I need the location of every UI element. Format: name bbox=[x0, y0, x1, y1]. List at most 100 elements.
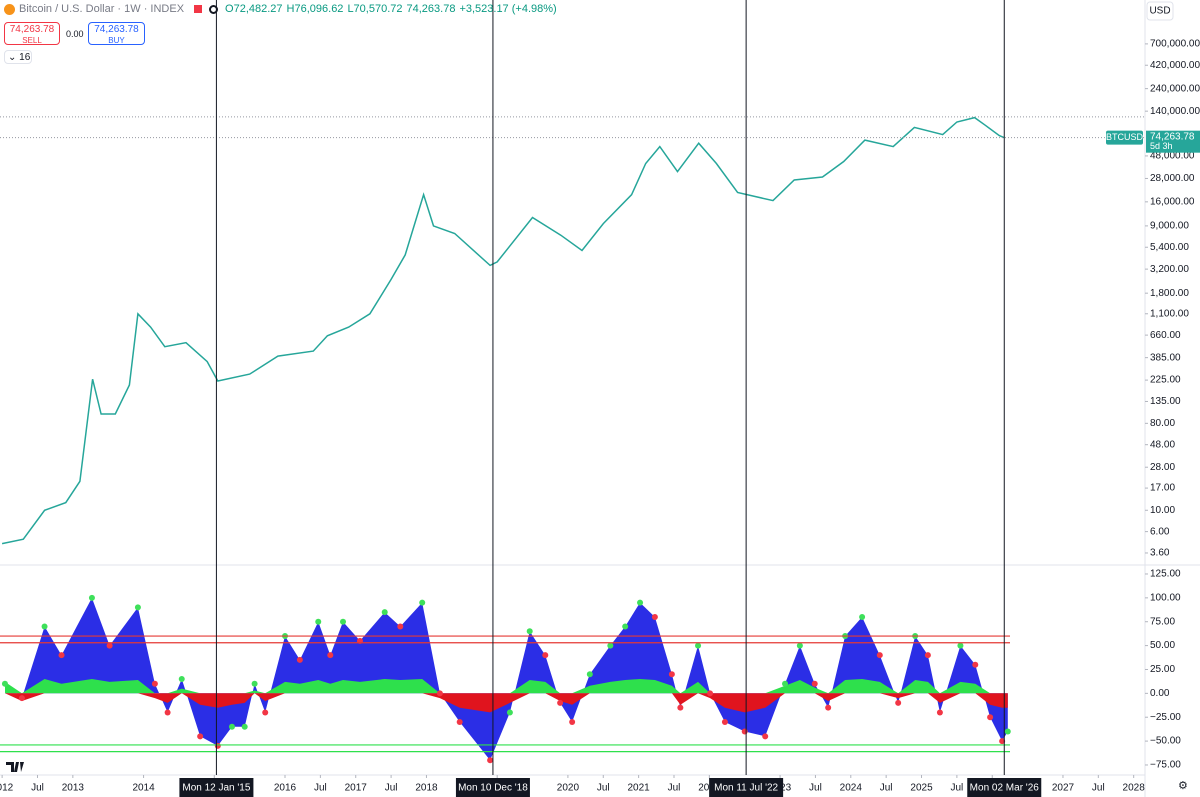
settings-icon[interactable]: ⚙ bbox=[1178, 780, 1188, 792]
currency: USD bbox=[1149, 6, 1170, 17]
x-tick-label: 2016 bbox=[274, 783, 297, 794]
crosshair-label-bg bbox=[455, 778, 530, 797]
oscillator-dot bbox=[957, 642, 964, 649]
y-tick-label: 125.00 bbox=[1150, 569, 1181, 580]
high: H76,096.62 bbox=[286, 3, 344, 15]
currency-box[interactable] bbox=[1146, 1, 1174, 21]
y-tick-label: 48,000.00 bbox=[1150, 151, 1195, 162]
oscillator-dot bbox=[41, 623, 48, 630]
y-tick-label: 17.00 bbox=[1150, 483, 1175, 494]
oscillator-dot bbox=[340, 618, 347, 625]
oscillator-dot bbox=[262, 709, 269, 716]
oscillator-dot bbox=[18, 695, 25, 702]
crosshair-label: Mon 10 Dec '18 bbox=[458, 783, 528, 794]
oscillator-dot bbox=[569, 718, 576, 725]
y-tick-label: 135.00 bbox=[1150, 396, 1181, 407]
oscillator-dot bbox=[58, 652, 65, 659]
oscillator-area bbox=[5, 679, 1008, 694]
oscillator-dot bbox=[895, 699, 902, 706]
flag[interactable] bbox=[194, 5, 203, 13]
crosshair-label-bg bbox=[709, 778, 784, 797]
x-tick-label: Jul bbox=[385, 783, 398, 794]
sell-button[interactable]: 74,263.78 SELL bbox=[4, 22, 60, 45]
oscillator-dot bbox=[1004, 728, 1011, 735]
oscillator-dot bbox=[987, 714, 994, 721]
oscillator-area bbox=[5, 693, 1008, 713]
oscillator-dot bbox=[622, 623, 629, 630]
y-tick-label: 660.00 bbox=[1150, 330, 1181, 341]
x-tick-label: Jul bbox=[668, 783, 681, 794]
x-tick-label: 2028 bbox=[1123, 783, 1146, 794]
y-tick-label: −25.00 bbox=[1150, 712, 1181, 723]
x-tick-label: 2012 bbox=[0, 783, 14, 794]
y-tick-label: 28.00 bbox=[1150, 462, 1175, 473]
x-tick-label: 2017 bbox=[345, 783, 368, 794]
y-tick-label: 420,000.00 bbox=[1150, 60, 1200, 71]
oscillator-dot bbox=[436, 690, 443, 697]
y-tick-label: 100.00 bbox=[1150, 592, 1181, 603]
y-tick-label: 140,000.00 bbox=[1150, 106, 1200, 117]
y-tick-label: 6.00 bbox=[1150, 526, 1170, 537]
y-tick-label: 0.00 bbox=[1150, 688, 1170, 699]
tv-logo bbox=[6, 762, 24, 772]
oscillator-dot bbox=[106, 642, 113, 649]
buy-button[interactable]: 74,263.78 BUY bbox=[88, 22, 145, 45]
oscillator-dot bbox=[456, 718, 463, 725]
y-tick-label: 10.00 bbox=[1150, 505, 1175, 516]
crosshair-label: Mon 12 Jan '15 bbox=[182, 783, 251, 794]
oscillator-dot bbox=[936, 709, 943, 716]
oscillator-dot bbox=[241, 723, 248, 730]
oscillator-dot bbox=[381, 609, 388, 616]
y-tick-label: 50.00 bbox=[1150, 640, 1175, 651]
oscillator-dot bbox=[782, 680, 789, 687]
crosshair-label-bg bbox=[967, 778, 1042, 797]
x-tick-label: 2020 bbox=[557, 783, 580, 794]
symbol[interactable]: Bitcoin / U.S. Dollar · 1W · INDEX bbox=[19, 3, 185, 15]
oscillator-dot bbox=[251, 680, 258, 687]
status bbox=[209, 4, 219, 14]
oscillator-dot bbox=[924, 652, 931, 659]
oscillator-dot bbox=[762, 733, 769, 740]
x-tick-label: Jul bbox=[597, 783, 610, 794]
oscillator-dot bbox=[134, 604, 141, 611]
price-tag-label: 74,263.78 bbox=[1150, 131, 1195, 142]
y-tick-label: 9,000.00 bbox=[1150, 221, 1189, 232]
oscillator-dot bbox=[327, 652, 334, 659]
price-tag bbox=[1146, 130, 1200, 153]
crosshair-label-bg bbox=[179, 778, 254, 797]
y-tick-label: 700,000.00 bbox=[1150, 39, 1200, 50]
oscillator-dot bbox=[637, 599, 644, 606]
oscillator-dot bbox=[999, 738, 1006, 745]
oscillator-dot bbox=[677, 704, 684, 711]
oscillator-dot bbox=[859, 613, 866, 620]
oscillator-dot bbox=[707, 690, 714, 697]
oscillator-dot bbox=[796, 642, 803, 649]
oscillator-dot bbox=[164, 709, 171, 716]
y-tick-label: 1,100.00 bbox=[1150, 308, 1189, 319]
oscillator-dot bbox=[972, 661, 979, 668]
sell-price: 74,263.78 bbox=[9, 24, 55, 35]
legend-header: Bitcoin / U.S. Dollar · 1W · INDEX O72,4… bbox=[4, 3, 557, 15]
x-tick-label: Jul bbox=[31, 783, 44, 794]
oscillator-dot bbox=[876, 652, 883, 659]
oscillator-dot bbox=[651, 613, 658, 620]
close: 74,263.78 bbox=[406, 3, 456, 15]
oscillator-dot bbox=[695, 642, 702, 649]
buy-price: 74,263.78 bbox=[94, 24, 139, 35]
oscillator-dot bbox=[151, 680, 158, 687]
y-tick-label: 1,800.00 bbox=[1150, 288, 1189, 299]
crosshair-label: Mon 11 Jul '22 bbox=[714, 783, 778, 794]
indicators-toggle[interactable]: ⌄ 16 bbox=[4, 50, 32, 64]
oscillator-dot bbox=[296, 656, 303, 663]
y-tick-label: 28,000.00 bbox=[1150, 173, 1195, 184]
oscillator-dot bbox=[214, 742, 221, 749]
oscillator-dot bbox=[315, 618, 322, 625]
indicator-count: 16 bbox=[19, 52, 31, 63]
low: L70,570.72 bbox=[347, 3, 403, 15]
y-tick-label: −75.00 bbox=[1150, 760, 1181, 771]
x-tick-label: 2018 bbox=[415, 783, 438, 794]
y-tick-label: 48.00 bbox=[1150, 439, 1175, 450]
x-tick-label: 2025 bbox=[910, 783, 933, 794]
x-tick-label: 2024 bbox=[840, 783, 863, 794]
